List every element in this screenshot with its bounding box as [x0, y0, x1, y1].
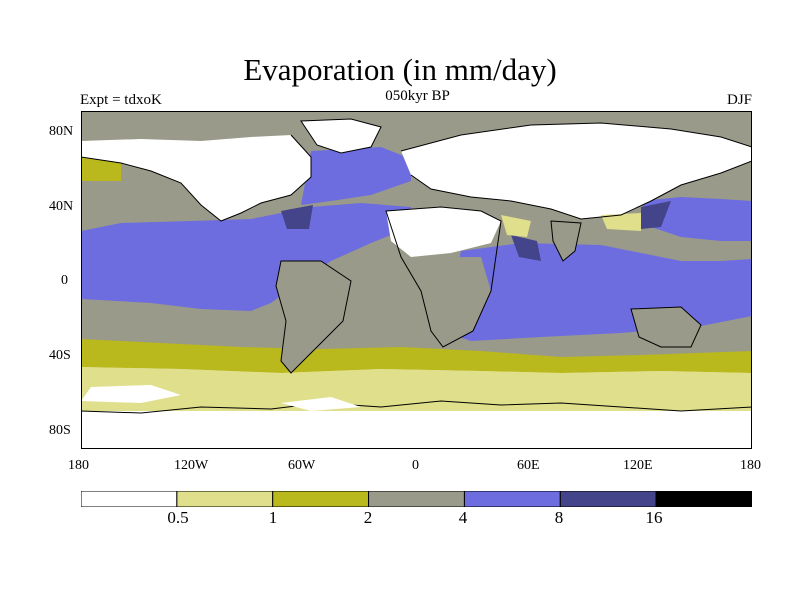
- xtick-label: 180: [68, 458, 89, 473]
- colorbar-swatch: [176, 491, 274, 507]
- ytick-label: 0: [61, 273, 68, 288]
- colorbar: [81, 491, 752, 507]
- colorbar-tick: 4: [458, 508, 468, 527]
- colorbar-swatch: [559, 491, 657, 507]
- antarctica: [81, 411, 752, 449]
- colorbar-swatch: [463, 491, 561, 507]
- north-atlantic-blue: [301, 147, 411, 205]
- kuroshio-darkblue: [641, 201, 671, 229]
- colorbar-swatch: [81, 491, 178, 507]
- ytick-label: 80N: [49, 124, 74, 139]
- greenland: [301, 119, 381, 153]
- southern-light-band-inner: [81, 367, 752, 387]
- southern-olive-band: [81, 339, 752, 373]
- australia: [631, 307, 701, 347]
- eurasia: [401, 123, 752, 219]
- colorbar-tick: 1: [268, 508, 278, 527]
- tropical-blue-band: [81, 203, 411, 311]
- sahara: [386, 207, 501, 257]
- colorbar-tick: 2: [363, 508, 373, 527]
- period-label: 050kyr BP: [385, 88, 450, 104]
- colorbar-swatch: [655, 491, 752, 507]
- experiment-label: Expt = tdxoK: [80, 92, 162, 108]
- arabia: [501, 215, 531, 237]
- colorbar-swatch: [368, 491, 465, 507]
- north-america: [81, 135, 311, 221]
- arabian-sea-darkblue: [511, 235, 541, 261]
- map-frame: [81, 111, 752, 449]
- xtick-label: 180: [740, 458, 761, 473]
- ytick-label: 40N: [49, 199, 74, 214]
- ytick-label: 80S: [49, 423, 71, 438]
- xtick-label: 60W: [288, 458, 316, 473]
- coastlines: [80, 118, 753, 374]
- chart-title: Evaporation (in mm/day): [243, 52, 557, 87]
- colorbar-tick: 8: [554, 508, 564, 527]
- north-olive-fringe: [81, 157, 121, 181]
- xtick-label: 120E: [623, 458, 653, 473]
- xtick-label: 0: [412, 458, 419, 473]
- south-white-patch: [81, 385, 181, 403]
- colorbar-swatch: [272, 491, 370, 507]
- colorbar-tick: 16: [645, 508, 663, 527]
- xtick-label: 60E: [517, 458, 540, 473]
- ytick-label: 40S: [49, 348, 71, 363]
- xtick-label: 120W: [174, 458, 209, 473]
- colorbar-tick: 0.5: [167, 508, 189, 527]
- south-white-patch-2: [281, 397, 361, 411]
- south-america: [276, 261, 351, 373]
- map-panel: [80, 111, 753, 449]
- pacific-west-blue: [641, 197, 752, 241]
- africa-south: [401, 257, 491, 347]
- antarctic-coast: [80, 400, 753, 414]
- evaporation-map: [80, 111, 753, 449]
- season-label: DJF: [726, 92, 752, 108]
- north-light-fringe: [601, 213, 641, 231]
- gulf-stream-darkblue: [281, 205, 313, 229]
